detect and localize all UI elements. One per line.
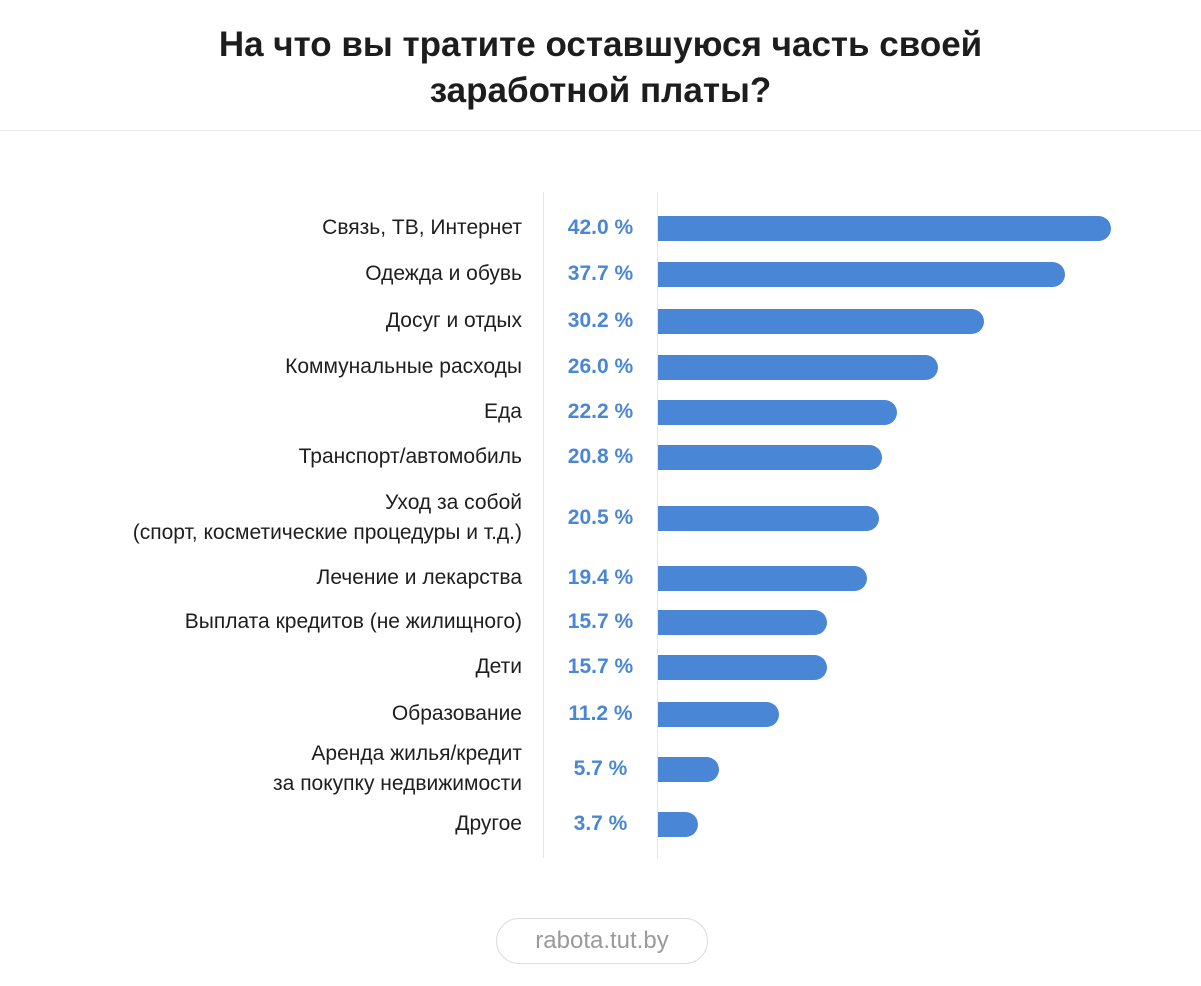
bar <box>658 811 698 837</box>
category-label: Досуг и отдых <box>385 309 522 332</box>
bar <box>658 308 984 334</box>
bar <box>658 609 827 635</box>
bar <box>658 654 827 680</box>
chart-title: На что вы тратите оставшуюся часть своей… <box>218 25 983 110</box>
bar <box>658 756 719 782</box>
category-label: Образование <box>391 702 522 725</box>
value-label: 3.7 % <box>573 812 628 835</box>
value-label: 15.7 % <box>567 610 634 633</box>
bar <box>658 399 897 425</box>
category-label: Связь, ТВ, Интернет <box>322 216 522 239</box>
bar <box>658 505 879 531</box>
value-label: 30.2 % <box>567 309 634 332</box>
bar <box>658 215 1111 241</box>
value-label: 11.2 % <box>568 702 633 725</box>
bar <box>658 701 779 727</box>
value-label: 19.4 % <box>567 566 634 589</box>
value-label: 37.7 % <box>567 262 634 285</box>
category-label: Другое <box>455 812 522 835</box>
category-label: Еда <box>484 400 522 423</box>
bar <box>658 261 1065 287</box>
value-label: 20.5 % <box>567 506 634 529</box>
category-label: Коммунальные расходы <box>285 355 522 378</box>
title-divider <box>0 130 1201 131</box>
bar <box>658 444 882 470</box>
category-label: Одежда и обувь <box>365 262 522 285</box>
category-label: Уход за собой (спорт, косметические проц… <box>132 491 522 544</box>
bar <box>658 565 867 591</box>
category-label: Дети <box>475 655 522 678</box>
category-label: Выплата кредитов (не жилищного) <box>184 610 522 633</box>
category-label: Лечение и лекарства <box>316 566 522 589</box>
value-label: 5.7 % <box>573 757 628 780</box>
source-badge[interactable]: rabota.tut.by <box>496 918 708 964</box>
label-column-divider <box>543 192 544 858</box>
value-label: 26.0 % <box>567 355 634 378</box>
bar <box>658 354 938 380</box>
bar-axis-line <box>657 192 658 858</box>
value-label: 42.0 % <box>567 216 634 239</box>
value-label: 15.7 % <box>567 655 634 678</box>
value-label: 20.8 % <box>567 445 634 468</box>
value-label: 22.2 % <box>567 400 634 423</box>
category-label: Транспорт/автомобиль <box>298 445 522 468</box>
category-label: Аренда жилья/кредит за покупку недвижимо… <box>273 742 522 795</box>
